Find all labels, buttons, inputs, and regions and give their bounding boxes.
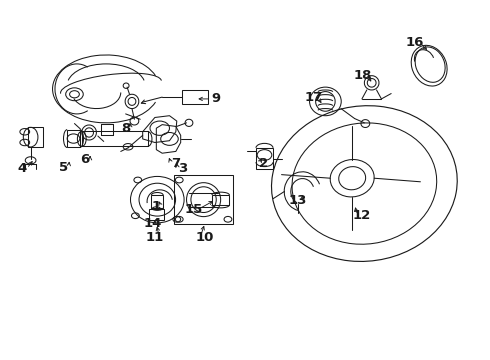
Text: 9: 9: [211, 93, 220, 105]
Text: 14: 14: [143, 217, 162, 230]
Text: 13: 13: [289, 194, 307, 207]
Text: 1: 1: [152, 200, 161, 213]
Bar: [151, 195, 163, 208]
Bar: [67, 130, 80, 148]
Text: 18: 18: [354, 69, 372, 82]
Bar: [212, 195, 229, 205]
Bar: [182, 90, 208, 104]
Text: 5: 5: [59, 161, 68, 174]
Bar: [82, 131, 147, 147]
Text: 3: 3: [178, 162, 187, 175]
Text: 8: 8: [121, 122, 130, 135]
Bar: [256, 148, 273, 169]
Text: 7: 7: [171, 157, 180, 170]
Bar: [28, 127, 43, 147]
Text: 6: 6: [80, 153, 90, 166]
Text: 17: 17: [304, 91, 322, 104]
Text: 4: 4: [17, 162, 26, 175]
Text: 15: 15: [184, 203, 202, 216]
Text: 11: 11: [145, 231, 164, 244]
Text: 12: 12: [353, 208, 371, 221]
Text: 16: 16: [405, 36, 424, 49]
Bar: [149, 209, 164, 220]
Text: 10: 10: [196, 231, 214, 244]
Text: 2: 2: [259, 157, 268, 170]
